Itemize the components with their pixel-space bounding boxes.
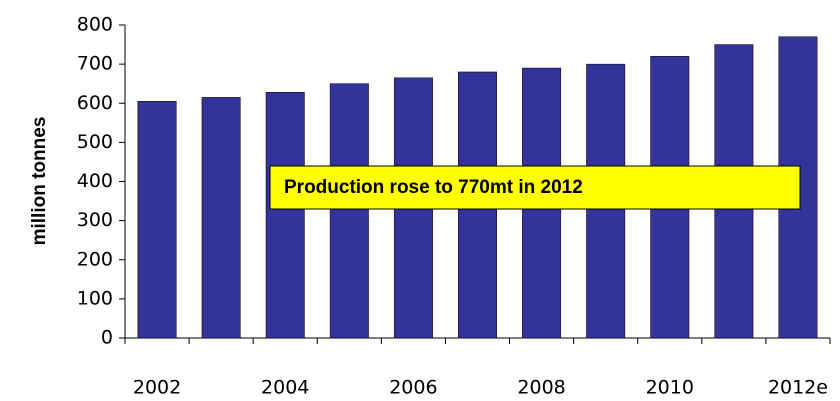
y-tick-label: 0 (101, 327, 113, 349)
y-tick-label: 100 (77, 287, 113, 309)
y-tick-label: 800 (77, 14, 113, 36)
x-tick-label: 2008 (517, 377, 565, 399)
y-axis-label: million tonnes (29, 117, 50, 246)
annotation: Production rose to 770mt in 2012 (284, 177, 583, 198)
bar (137, 101, 177, 339)
x-tick-label: 2004 (261, 377, 309, 399)
bar (265, 92, 305, 339)
y-tick-label: 200 (77, 248, 113, 270)
y-tick-label: 600 (77, 92, 113, 114)
y-tick-label: 300 (77, 209, 113, 231)
bar (201, 97, 241, 339)
y-tick-label: 400 (77, 170, 113, 192)
y-tick-label: 700 (77, 53, 113, 75)
x-tick-label: 2010 (646, 377, 694, 399)
x-tick-label: 2006 (389, 377, 437, 399)
x-tick-label: 2002 (133, 377, 181, 399)
bar (329, 83, 369, 339)
y-tick-label: 500 (77, 131, 113, 153)
x-tick-label: 2012e (768, 377, 828, 399)
annotation-box (269, 165, 801, 210)
